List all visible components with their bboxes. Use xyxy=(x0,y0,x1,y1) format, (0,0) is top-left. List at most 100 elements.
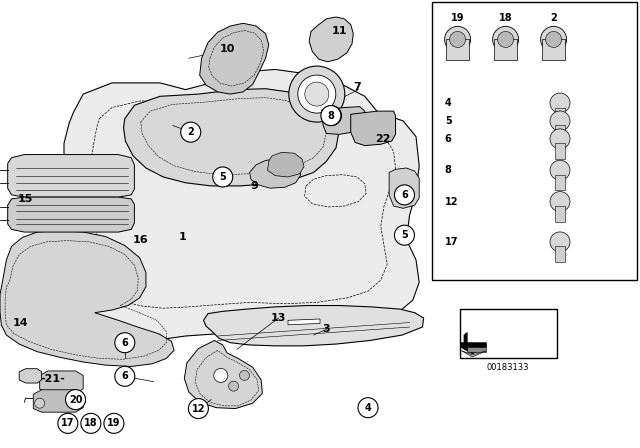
Polygon shape xyxy=(467,347,486,352)
Polygon shape xyxy=(309,17,353,62)
Text: 5: 5 xyxy=(401,230,408,240)
Polygon shape xyxy=(555,175,565,190)
Circle shape xyxy=(289,66,345,122)
Polygon shape xyxy=(494,39,517,60)
Text: 6: 6 xyxy=(122,371,128,381)
Text: 2: 2 xyxy=(188,127,194,137)
Text: 15: 15 xyxy=(18,194,33,204)
Circle shape xyxy=(298,75,336,113)
Circle shape xyxy=(498,31,514,47)
Polygon shape xyxy=(351,111,396,146)
Polygon shape xyxy=(555,143,565,159)
Polygon shape xyxy=(8,155,134,197)
Text: 20: 20 xyxy=(68,395,83,405)
Circle shape xyxy=(239,370,250,380)
Circle shape xyxy=(321,106,342,125)
Text: 5: 5 xyxy=(220,172,226,182)
Text: 8: 8 xyxy=(328,111,334,121)
Polygon shape xyxy=(555,246,565,262)
Text: 14: 14 xyxy=(13,318,28,327)
Polygon shape xyxy=(268,152,304,177)
Text: 19: 19 xyxy=(451,13,465,23)
Polygon shape xyxy=(461,332,486,354)
Text: 19: 19 xyxy=(107,418,121,428)
Circle shape xyxy=(81,414,101,433)
Circle shape xyxy=(394,225,415,245)
Text: 22: 22 xyxy=(375,134,390,144)
Text: 2: 2 xyxy=(550,13,557,23)
Text: 6: 6 xyxy=(445,134,452,144)
Polygon shape xyxy=(204,306,424,346)
Circle shape xyxy=(545,31,562,47)
Polygon shape xyxy=(184,340,262,409)
Circle shape xyxy=(321,106,341,125)
Polygon shape xyxy=(40,371,83,393)
Polygon shape xyxy=(64,69,419,343)
Circle shape xyxy=(550,232,570,252)
Polygon shape xyxy=(555,108,565,123)
Text: 1: 1 xyxy=(179,233,186,242)
Polygon shape xyxy=(288,319,320,325)
Text: 18: 18 xyxy=(499,13,513,23)
Polygon shape xyxy=(555,206,565,222)
Text: 8: 8 xyxy=(445,165,452,175)
Text: 12: 12 xyxy=(191,404,205,414)
Text: 4: 4 xyxy=(365,403,371,413)
Polygon shape xyxy=(33,390,83,412)
Circle shape xyxy=(115,333,135,353)
Text: 4: 4 xyxy=(445,98,452,108)
Text: 11: 11 xyxy=(332,26,347,36)
Text: 10: 10 xyxy=(220,44,235,54)
Text: 5: 5 xyxy=(445,116,452,126)
Text: -21-: -21- xyxy=(40,374,65,383)
Circle shape xyxy=(305,82,329,106)
Circle shape xyxy=(550,111,570,131)
Circle shape xyxy=(445,26,470,52)
Circle shape xyxy=(212,167,233,187)
Circle shape xyxy=(188,399,209,418)
Polygon shape xyxy=(124,89,339,186)
Text: 13: 13 xyxy=(271,313,286,323)
Circle shape xyxy=(550,93,570,113)
Circle shape xyxy=(550,160,570,180)
Polygon shape xyxy=(8,197,134,232)
Text: 7: 7 xyxy=(353,82,361,92)
Circle shape xyxy=(550,129,570,149)
Circle shape xyxy=(58,414,78,433)
Text: 18: 18 xyxy=(84,418,98,428)
Polygon shape xyxy=(542,39,565,60)
Circle shape xyxy=(214,368,228,383)
Circle shape xyxy=(493,26,518,52)
Text: 00183133: 00183133 xyxy=(487,363,529,372)
Circle shape xyxy=(35,398,45,408)
Polygon shape xyxy=(322,107,365,134)
Text: 6: 6 xyxy=(122,338,128,348)
Circle shape xyxy=(65,390,86,409)
Text: 16: 16 xyxy=(133,235,148,245)
Text: 9: 9 xyxy=(251,181,259,191)
FancyBboxPatch shape xyxy=(432,2,637,280)
Text: 12: 12 xyxy=(445,197,458,207)
Circle shape xyxy=(550,192,570,211)
Circle shape xyxy=(449,31,466,47)
Circle shape xyxy=(104,414,124,433)
Circle shape xyxy=(358,398,378,418)
Circle shape xyxy=(394,185,415,205)
Circle shape xyxy=(541,26,566,52)
Polygon shape xyxy=(461,350,486,357)
Text: 6: 6 xyxy=(401,190,408,200)
Polygon shape xyxy=(200,23,269,94)
Polygon shape xyxy=(446,39,469,60)
Polygon shape xyxy=(19,369,42,383)
Circle shape xyxy=(180,122,201,142)
Polygon shape xyxy=(0,231,174,366)
Text: 17: 17 xyxy=(61,418,75,428)
Text: 17: 17 xyxy=(445,237,458,247)
Polygon shape xyxy=(250,159,301,188)
FancyBboxPatch shape xyxy=(460,309,557,358)
Circle shape xyxy=(115,366,135,386)
Circle shape xyxy=(228,381,239,391)
Polygon shape xyxy=(555,125,565,141)
Polygon shape xyxy=(389,168,419,208)
Text: 3: 3 xyxy=(323,324,330,334)
